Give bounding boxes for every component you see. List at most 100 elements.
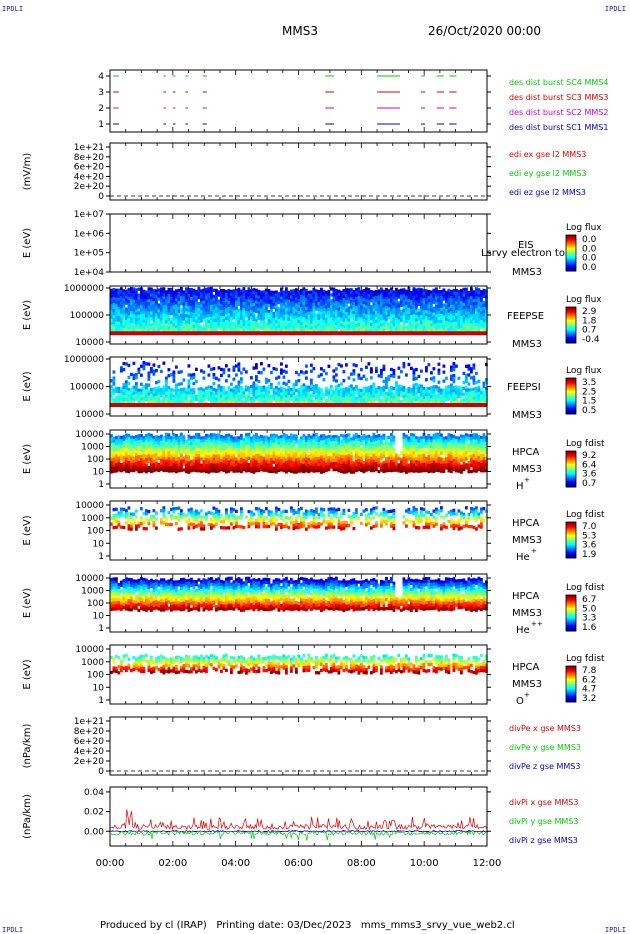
heatmap-cell [310, 296, 313, 300]
heatmap-cell [227, 454, 231, 458]
heatmap-cell [482, 321, 486, 326]
heatmap-cell [470, 376, 473, 380]
heatmap-cell [307, 463, 311, 468]
heatmap-cell [205, 466, 208, 471]
heatmap-cell [132, 435, 136, 440]
heatmap-cell [122, 438, 126, 442]
heatmap-cell [312, 390, 316, 395]
heatmap-cell [432, 397, 436, 401]
heatmap-cell [370, 317, 373, 321]
heatmap-cell [452, 288, 456, 293]
heatmap-cell [377, 386, 381, 390]
heatmap-cell [442, 391, 446, 395]
heatmap-cell [217, 466, 221, 470]
heatmap-cell [225, 317, 228, 321]
heatmap-cell [387, 377, 391, 382]
heatmap-cell [175, 445, 178, 450]
heatmap-cell [330, 329, 333, 333]
heatmap-cell [330, 435, 333, 439]
heatmap-cell [237, 448, 241, 452]
heatmap-cell [152, 289, 156, 293]
heatmap-cell [352, 378, 356, 382]
heatmap-cell [272, 433, 276, 437]
heatmap-cell [452, 374, 456, 378]
heatmap-cell [442, 297, 446, 301]
heatmap-cell [392, 386, 396, 391]
heatmap-cell [220, 391, 223, 396]
heatmap-cell [322, 292, 326, 297]
heatmap-cell [462, 296, 466, 301]
heatmap-cell [140, 314, 143, 318]
heatmap-cell [445, 326, 448, 331]
heatmap-cell [292, 325, 296, 329]
heatmap-cell [425, 378, 428, 382]
heatmap-cell [177, 397, 181, 401]
heatmap-cell [135, 309, 138, 313]
heatmap-cell [172, 373, 176, 377]
heatmap-cell [247, 450, 251, 455]
heatmap-cell [285, 305, 288, 309]
heatmap-cell [460, 304, 463, 308]
heatmap-cell [237, 383, 241, 387]
heatmap-cell [345, 309, 348, 313]
heatmap-cell [292, 455, 296, 459]
heatmap-cell [122, 441, 126, 445]
heatmap-cell [132, 311, 136, 315]
colorbar-segment [566, 257, 576, 260]
heatmap-cell [157, 453, 161, 458]
heatmap-cell [185, 305, 188, 309]
heatmap-cell [220, 394, 223, 399]
y-tick-label: 10000 [75, 410, 104, 420]
heatmap-cell [350, 387, 353, 391]
heatmap-cell [275, 455, 278, 459]
heatmap-cell [410, 296, 413, 301]
heatmap-cell [152, 387, 156, 391]
heatmap-cell [380, 308, 383, 312]
y-tick-label: 1e+07 [74, 210, 104, 220]
heatmap-cell [402, 401, 406, 405]
heatmap-cell [155, 453, 158, 457]
heatmap-cell [210, 391, 213, 396]
heatmap-cell [167, 290, 171, 295]
heatmap-cell [187, 464, 191, 468]
heatmap-cell [220, 435, 223, 439]
heatmap-cell [292, 464, 296, 468]
heatmap-cell [210, 433, 213, 437]
heatmap-cell [415, 324, 418, 328]
heatmap-cell [295, 397, 298, 402]
heatmap-cell [277, 324, 281, 329]
heatmap-cell [437, 329, 441, 333]
heatmap-cell [417, 293, 421, 297]
heatmap-cell [257, 441, 261, 446]
colorbar-segment [566, 309, 576, 312]
energy-floor-band [110, 403, 487, 408]
heatmap-cell [412, 323, 416, 327]
heatmap-cell [370, 314, 373, 318]
heatmap-cell [135, 297, 138, 301]
heatmap-cell [332, 308, 336, 312]
heatmap-cell [252, 294, 256, 298]
heatmap-cell [390, 290, 393, 294]
heatmap-cell [137, 329, 141, 333]
heatmap-cell [430, 329, 433, 333]
heatmap-cell [207, 323, 211, 327]
heatmap-cell [250, 460, 253, 464]
heatmap-cell [337, 454, 341, 458]
heatmap-cell [232, 313, 236, 317]
heatmap-cell [320, 305, 323, 310]
heatmap-cell [200, 313, 203, 317]
heatmap-cell [227, 322, 231, 326]
heatmap-cell [400, 300, 403, 304]
heatmap-cell [210, 289, 213, 294]
heatmap-cell [287, 302, 291, 306]
y-axis-label: (nPa/km) [22, 724, 33, 769]
heatmap-cell [152, 310, 156, 314]
heatmap-cell [185, 323, 188, 327]
heatmap-cell [395, 311, 398, 316]
heatmap-cell [232, 365, 236, 369]
heatmap-cell [325, 293, 328, 298]
heatmap-cell [237, 451, 241, 455]
heatmap-cell [295, 382, 298, 387]
heatmap-cell [155, 435, 158, 439]
heatmap-cell [312, 287, 316, 292]
